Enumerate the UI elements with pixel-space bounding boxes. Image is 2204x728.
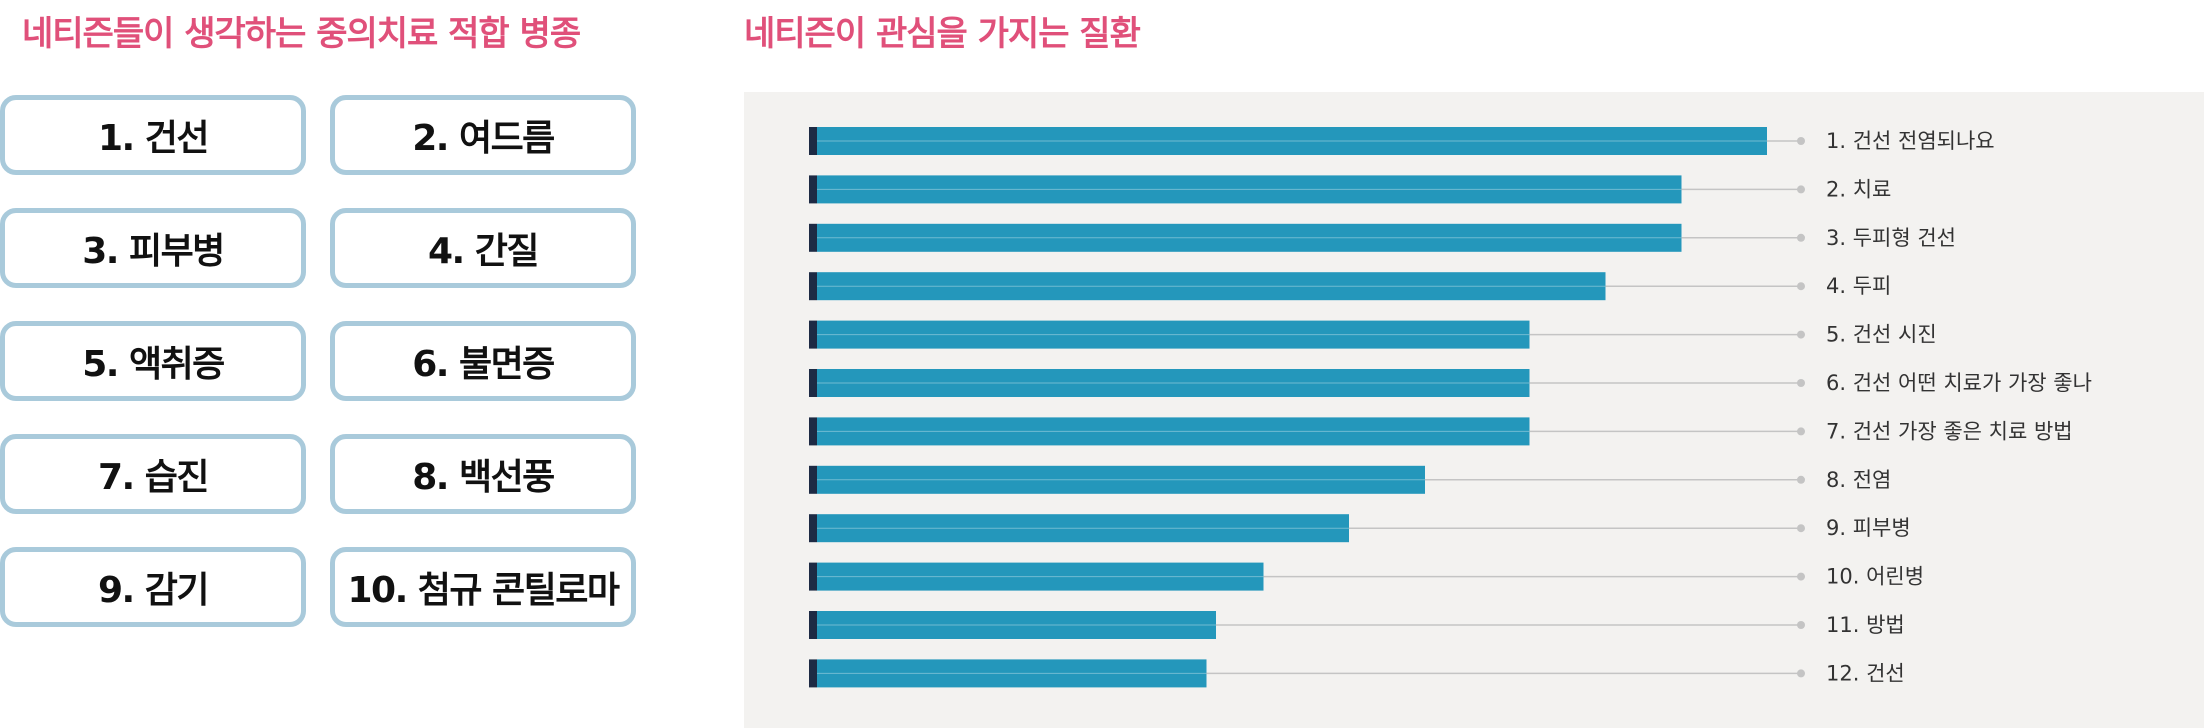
leader-dot-5: [1797, 330, 1805, 339]
bar-label-1: 1. 건선 전염되나요: [1826, 129, 1995, 153]
bar-label-5: 5. 건선 시진: [1826, 323, 1937, 347]
leader-dot-12: [1797, 669, 1805, 678]
bar-cap-10: [809, 562, 817, 591]
disease-item-9: 9. 감기: [0, 547, 306, 627]
disease-item-2: 2. 여드름: [330, 95, 636, 175]
bar-label-8: 8. 전염: [1826, 468, 1891, 492]
disease-item-8: 8. 백선풍: [330, 434, 636, 514]
bar-cap-4: [809, 272, 817, 301]
bar-label-3: 3. 두피형 건선: [1826, 226, 1956, 250]
leader-dot-2: [1797, 185, 1805, 194]
leader-dot-6: [1797, 379, 1805, 387]
bar-cap-3: [809, 223, 817, 252]
leader-dot-9: [1797, 524, 1805, 533]
disease-item-1: 1. 건선: [0, 95, 306, 175]
leader-dot-11: [1797, 621, 1805, 629]
disease-item-10: 10. 첨규 콘틸로마: [330, 547, 636, 627]
right-panel-title: 네티즌이 관심을 가지는 질환: [744, 14, 1141, 54]
bar-label-2: 2. 치료: [1826, 177, 1891, 201]
left-panel-title: 네티즌들이 생각하는 중의치료 적합 병종: [22, 14, 581, 54]
bar-3: [817, 223, 1682, 252]
bar-8: [817, 465, 1425, 494]
bar-6: [817, 369, 1530, 397]
bar-cap-7: [809, 417, 817, 446]
leader-dot-7: [1797, 427, 1805, 436]
bar-chart: 1. 건선 전염되나요 2. 치료 3. 두피형 건선 4. 두피 5. 건선 시진 6.…: [809, 127, 2092, 688]
bar-1: [817, 127, 1767, 155]
bar-7: [817, 417, 1530, 446]
leader-dot-3: [1797, 233, 1805, 242]
leader-dot-1: [1797, 137, 1805, 145]
bar-cap-6: [809, 369, 817, 397]
disease-item-5: 5. 액취증: [0, 321, 306, 401]
bar-cap-8: [809, 465, 817, 494]
bar-4: [817, 272, 1606, 301]
bar-cap-11: [809, 611, 817, 639]
bar-10: [817, 562, 1264, 591]
disease-item-7: 7. 습진: [0, 434, 306, 514]
chart-panel: 1. 건선 전염되나요 2. 치료 3. 두피형 건선 4. 두피 5. 건선 시진 6.…: [744, 92, 2204, 728]
bar-label-11: 11. 방법: [1826, 613, 1905, 637]
leader-dot-8: [1797, 475, 1805, 484]
bar-9: [817, 514, 1349, 543]
bar-5: [817, 320, 1530, 349]
bar-cap-1: [809, 127, 817, 155]
bar-label-6: 6. 건선 어떤 치료가 가장 좋나: [1826, 371, 2092, 395]
disease-item-4: 4. 간질: [330, 208, 636, 288]
bar-cap-2: [809, 175, 817, 204]
bar-cap-5: [809, 320, 817, 349]
leader-dot-10: [1797, 572, 1805, 581]
bar-2: [817, 175, 1682, 204]
disease-item-3: 3. 피부병: [0, 208, 306, 288]
disease-item-6: 6. 불면증: [330, 321, 636, 401]
bar-12: [817, 659, 1207, 688]
leader-dot-4: [1797, 282, 1805, 291]
bar-label-10: 10. 어린병: [1826, 565, 1924, 589]
bar-11: [817, 611, 1216, 639]
bar-label-7: 7. 건선 가장 좋은 치료 방법: [1826, 419, 2073, 443]
bar-cap-12: [809, 659, 817, 688]
bar-cap-9: [809, 514, 817, 543]
bar-label-4: 4. 두피: [1826, 274, 1891, 298]
bar-label-9: 9. 피부병: [1826, 516, 1911, 540]
bar-label-12: 12. 건선: [1826, 661, 1905, 685]
